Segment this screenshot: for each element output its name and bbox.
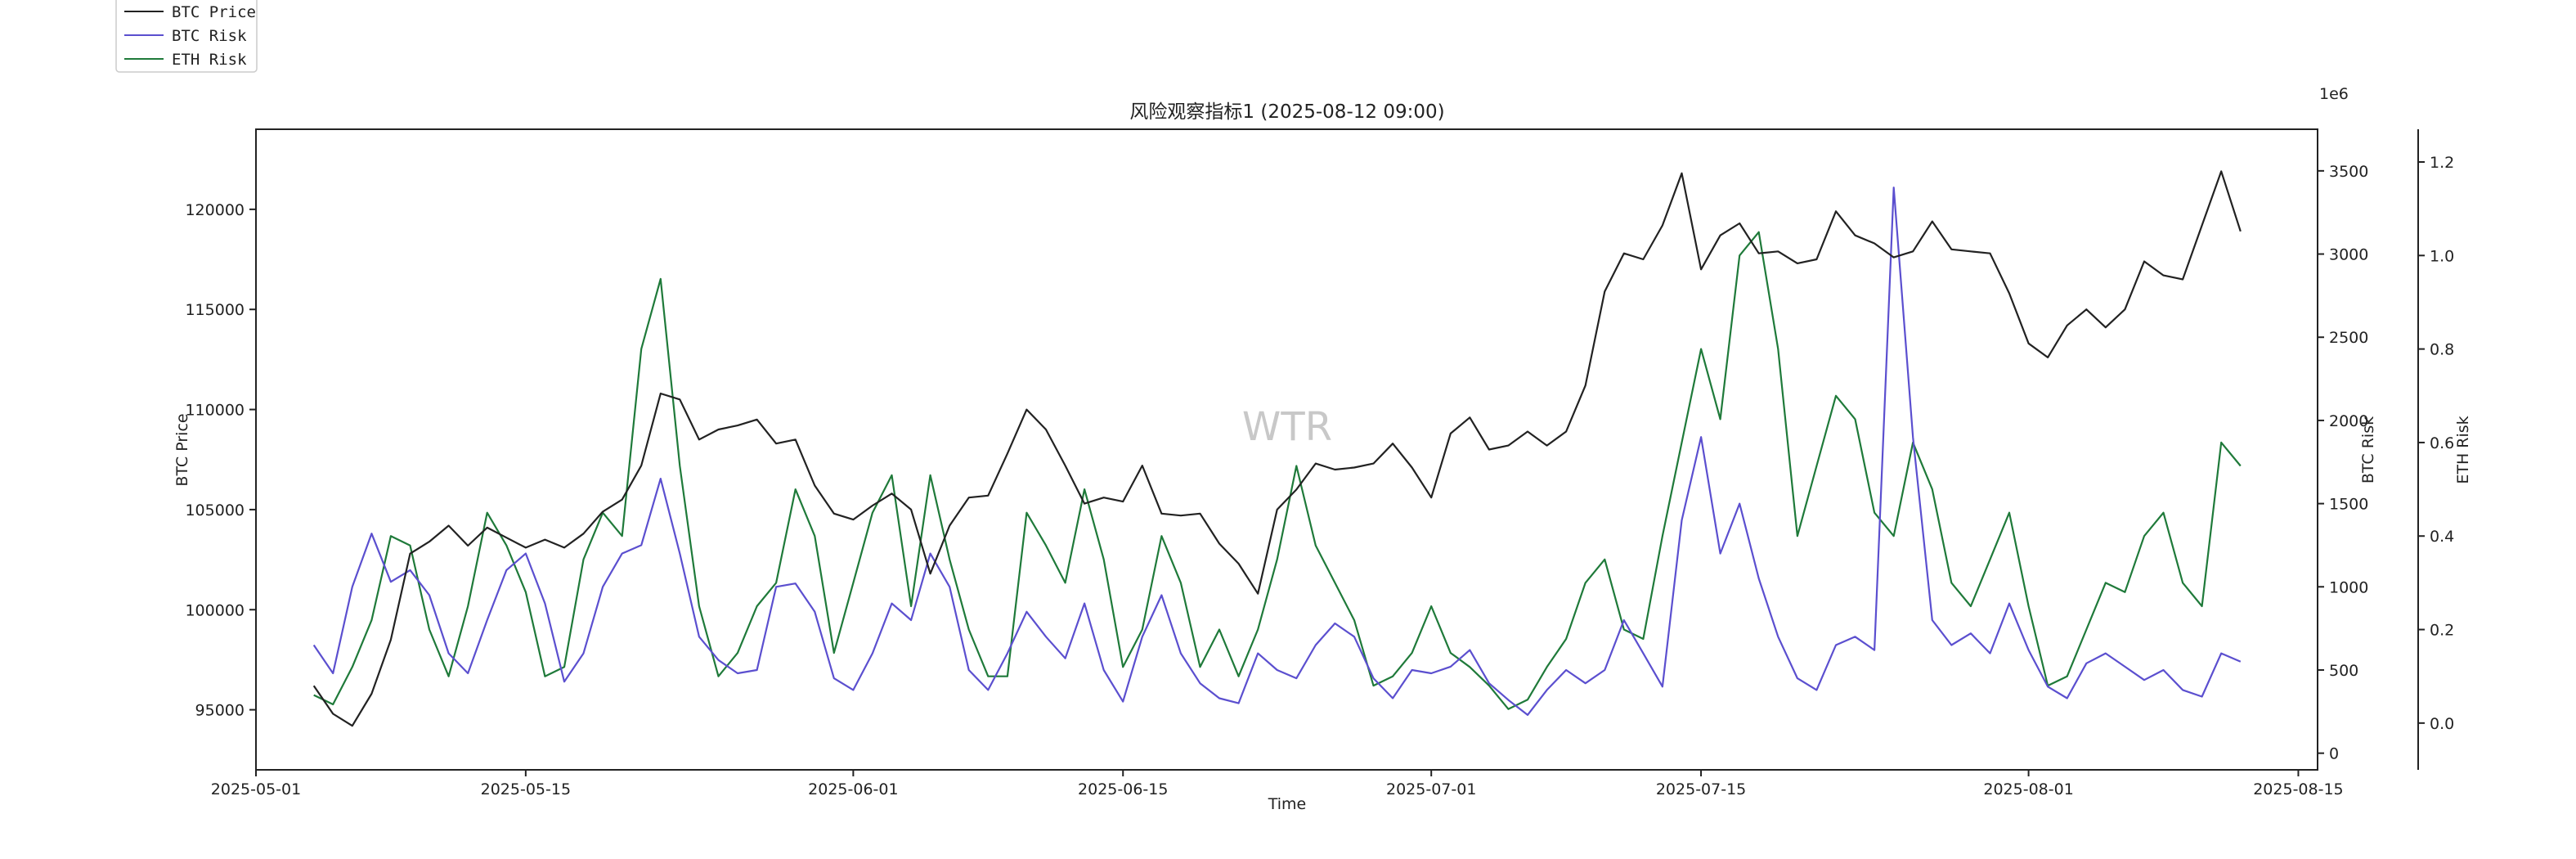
- chart-title: 风险观察指标1 (2025-08-12 09:00): [1129, 101, 1444, 123]
- x-axis-label: Time: [1268, 795, 1307, 813]
- legend-label-eth-risk: ETH Risk: [172, 51, 247, 69]
- eth-risk-tick-label: 0.2: [2430, 622, 2454, 640]
- y-axis-label-eth-risk: ETH Risk: [2454, 416, 2472, 483]
- eth-risk-tick-label: 0.8: [2430, 341, 2454, 359]
- x-tick-label: 2025-07-01: [1386, 780, 1476, 798]
- eth-risk-tick-label: 0.0: [2430, 715, 2454, 733]
- x-tick-label: 2025-05-15: [481, 780, 571, 798]
- x-axis-ticks: 2025-05-01 2025-05-15 2025-06-01 2025-06-15…: [211, 770, 2344, 798]
- legend-label-btc-risk: BTC Risk: [172, 27, 247, 45]
- left-tick-label: 100000: [185, 601, 245, 619]
- series-line-eth-risk: [313, 231, 2242, 710]
- x-tick-label: 2025-08-01: [1983, 780, 2073, 798]
- x-tick-label: 2025-07-15: [1656, 780, 1746, 798]
- x-tick-label: 2025-05-01: [211, 780, 301, 798]
- left-tick-label: 110000: [185, 402, 245, 420]
- btc-risk-tick-label: 1500: [2329, 496, 2368, 514]
- left-axis-ticks: 95000 100000 105000 110000 115000 120000: [185, 201, 256, 720]
- btc-risk-tick-label: 3000: [2329, 246, 2368, 264]
- btc-risk-tick-label: 0: [2329, 745, 2339, 763]
- legend: BTC Price BTC Risk ETH Risk: [115, 0, 258, 73]
- legend-label-btc-price: BTC Price: [172, 3, 256, 21]
- x-tick-label: 2025-06-15: [1078, 780, 1168, 798]
- watermark-text: WTR: [1242, 404, 1332, 450]
- y-axis-label-btc-risk: BTC Risk: [2359, 416, 2377, 483]
- left-tick-label: 115000: [185, 301, 245, 319]
- btc-risk-axis-ticks: 0 500 1000 1500 2000 2500 3000 3500: [2318, 163, 2368, 763]
- series-line-btc-risk: [312, 187, 2242, 717]
- btc-risk-tick-label: 2000: [2329, 412, 2368, 430]
- btc-risk-tick-label: 500: [2329, 662, 2358, 680]
- eth-risk-tick-label: 1.2: [2430, 154, 2454, 172]
- eth-risk-tick-label: 0.4: [2430, 528, 2454, 546]
- series-line-btc-price: [312, 170, 2242, 727]
- x-tick-label: 2025-06-01: [808, 780, 898, 798]
- left-tick-label: 105000: [185, 501, 245, 519]
- legend-frame: [115, 0, 258, 73]
- eth-risk-tick-label: 0.6: [2430, 434, 2454, 452]
- btc-risk-offset-text: 1e6: [2319, 85, 2349, 103]
- series-layer: [312, 170, 2242, 727]
- y-axis-label-btc-price: BTC Price: [173, 413, 191, 486]
- eth-risk-tick-label: 1.0: [2430, 247, 2454, 265]
- eth-risk-axis-ticks: 0.0 0.2 0.4 0.6 0.8 1.0 1.2: [2418, 154, 2454, 733]
- btc-risk-tick-label: 2500: [2329, 329, 2368, 347]
- plot-frame: [255, 128, 2318, 771]
- x-tick-label: 2025-08-15: [2253, 780, 2343, 798]
- left-tick-label: 120000: [185, 201, 245, 219]
- left-tick-label: 95000: [195, 702, 245, 720]
- btc-risk-tick-label: 1000: [2329, 578, 2368, 596]
- btc-risk-tick-label: 3500: [2329, 163, 2368, 181]
